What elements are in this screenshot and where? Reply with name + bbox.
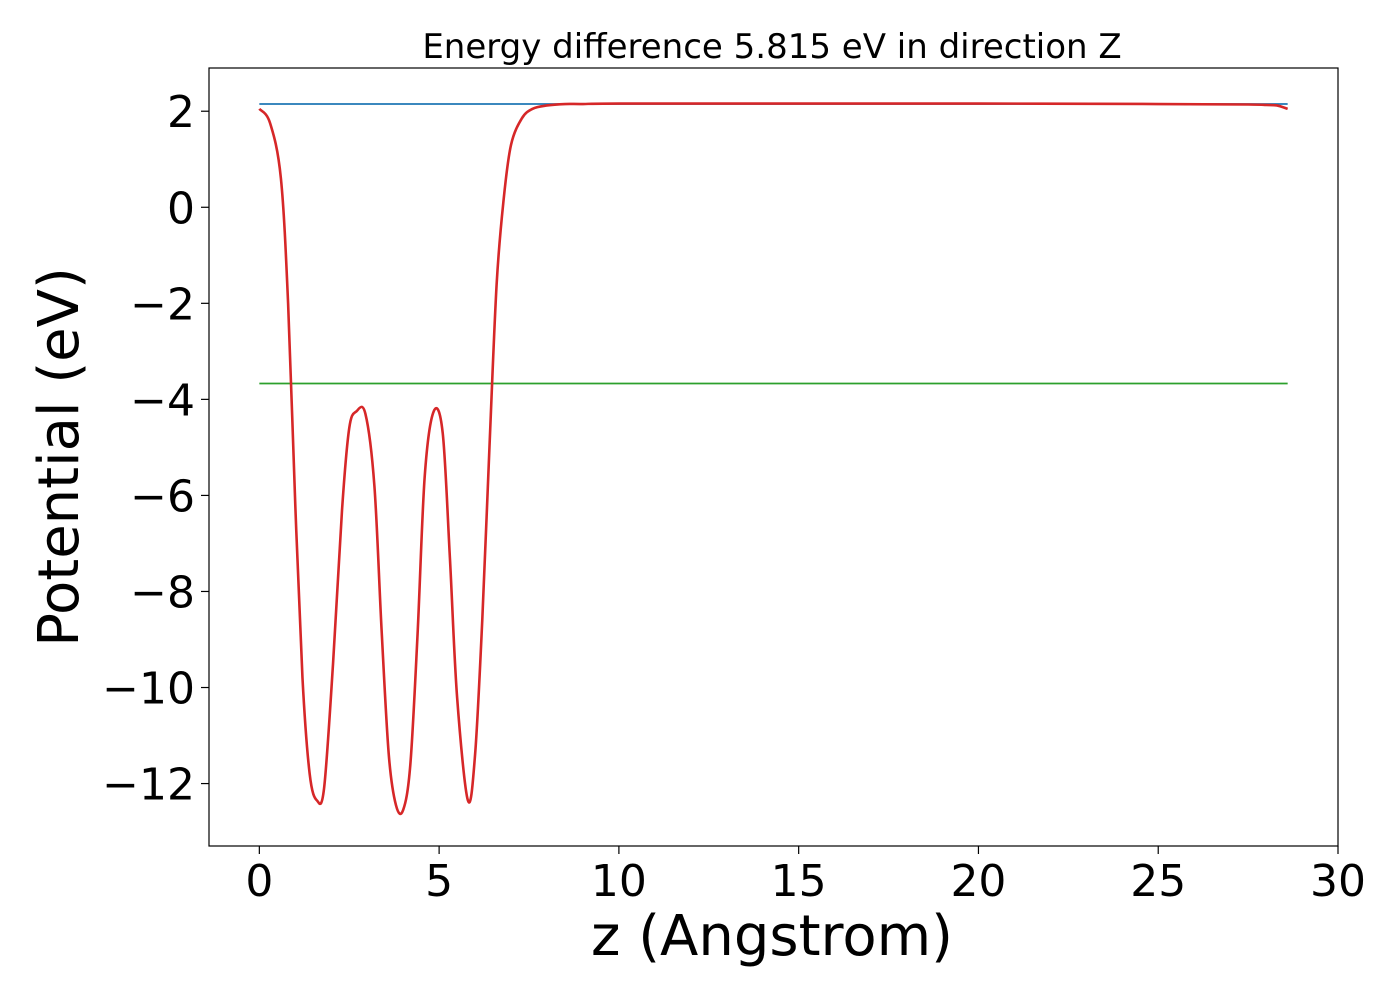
plot-frame bbox=[208, 67, 1339, 847]
y-tick-label: −4 bbox=[130, 375, 195, 426]
y-tick-label: −10 bbox=[102, 664, 195, 715]
x-ticks: 0 5 10 15 20 25 30 bbox=[245, 846, 1366, 907]
series-line-red bbox=[258, 102, 1289, 816]
x-tick-label: 5 bbox=[425, 856, 453, 907]
x-tick-label: 0 bbox=[245, 856, 273, 907]
y-axis-label: Potential (eV) bbox=[27, 267, 92, 647]
x-tick-label: 20 bbox=[950, 856, 1006, 907]
chart-title: Energy difference 5.815 eV in direction … bbox=[422, 27, 1121, 67]
x-axis-label: z (Angstrom) bbox=[591, 904, 953, 969]
x-tick-label: 10 bbox=[591, 856, 647, 907]
y-tick-label: 0 bbox=[167, 183, 195, 234]
y-tick-label: −2 bbox=[130, 279, 195, 330]
y-tick-label: −12 bbox=[102, 760, 195, 811]
y-ticks: 2 0 −2 −4 −6 −8 −10 −12 bbox=[102, 87, 209, 811]
y-tick-label: −6 bbox=[130, 471, 195, 522]
x-tick-label: 15 bbox=[771, 856, 827, 907]
series-layer bbox=[258, 102, 1289, 816]
y-tick-label: −8 bbox=[130, 567, 195, 618]
y-tick-label: 2 bbox=[167, 87, 195, 138]
x-tick-label: 25 bbox=[1130, 856, 1186, 907]
x-tick-label: 30 bbox=[1310, 856, 1366, 907]
